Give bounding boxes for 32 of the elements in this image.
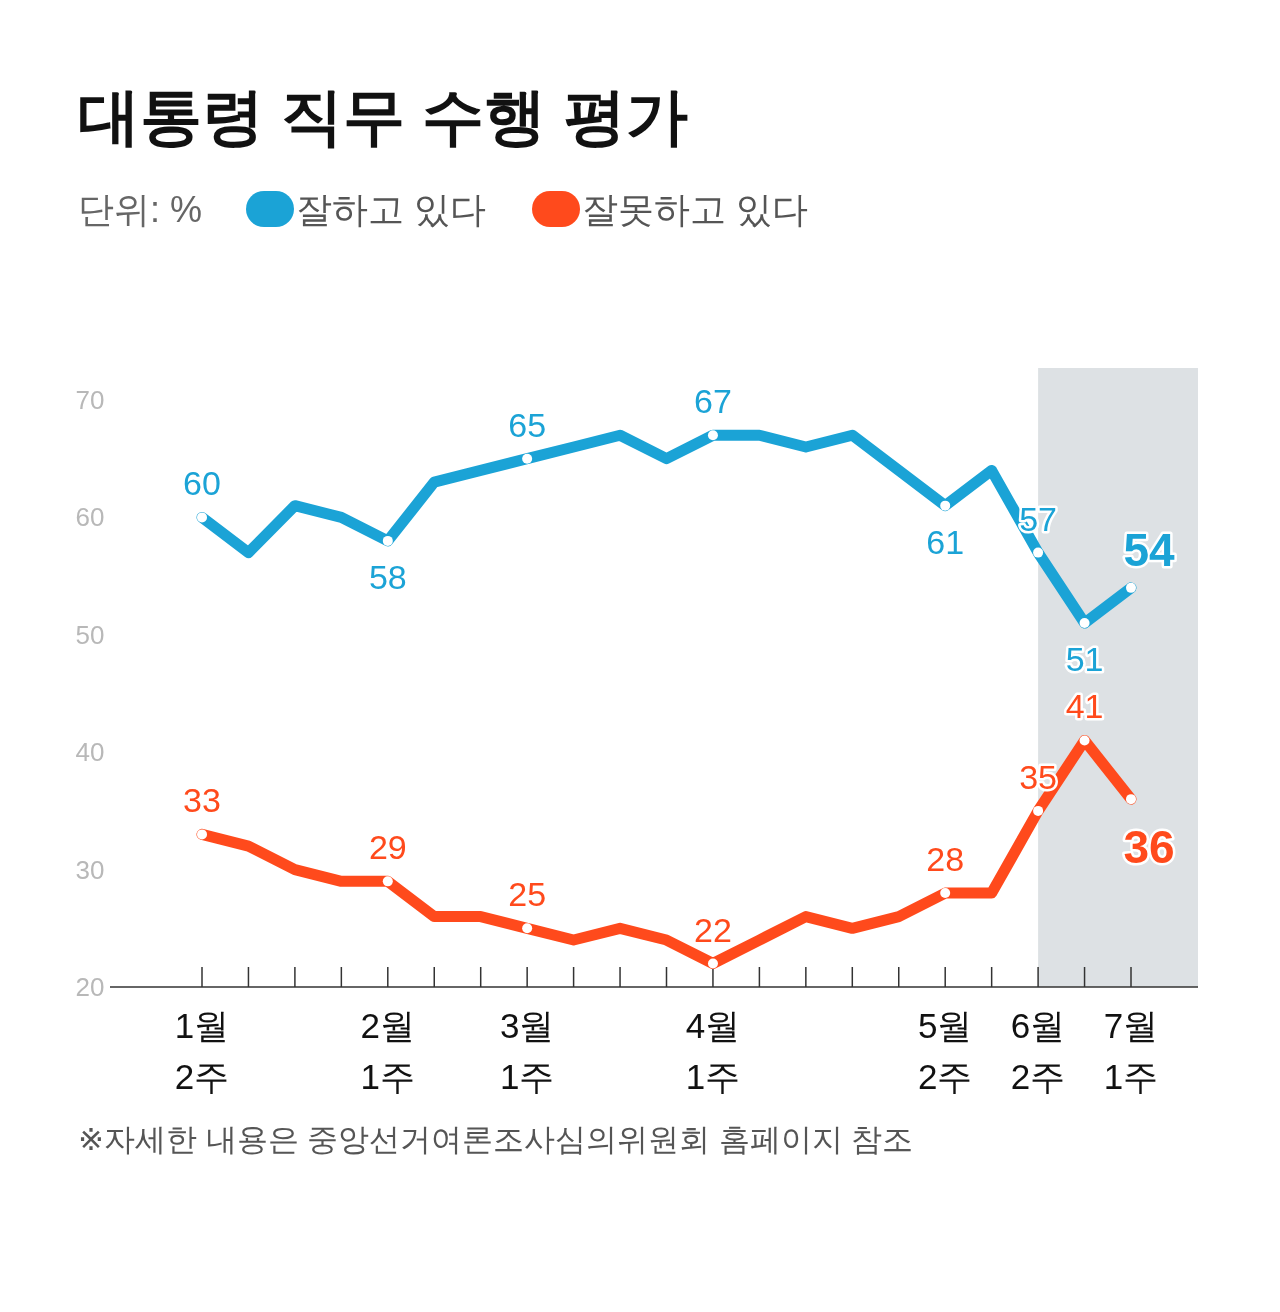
y-tick-label: 30 — [75, 854, 105, 885]
data-label: 54 — [1123, 523, 1175, 576]
data-label: 51 — [1065, 640, 1104, 679]
data-label: 41 — [1065, 687, 1104, 726]
data-label: 33 — [183, 781, 221, 820]
chart-title: 대통령 직무 수행 평가 — [78, 82, 688, 151]
data-label: 36 — [1123, 821, 1175, 874]
data-label: 65 — [508, 405, 547, 444]
y-tick-label: 60 — [75, 502, 105, 533]
legend-label: 잘하고 있다 — [296, 189, 487, 230]
data-label: 28 — [926, 840, 965, 879]
text: ※자세한 내용은 중앙선거여론조사심의위원회 홈페이지 참조 — [78, 1122, 914, 1157]
data-label: 22 — [694, 910, 732, 949]
y-tick-label: 70 — [75, 385, 105, 415]
data-label: 61 — [926, 522, 965, 561]
x-tick-label: 5월 2주 — [917, 1006, 973, 1096]
x-tick-label: 6월 2주 — [1010, 1006, 1066, 1096]
x-tick-label: 3월 1주 — [499, 1006, 555, 1096]
data-label: 67 — [694, 382, 732, 421]
y-axis-title: 단위: % — [78, 189, 203, 230]
data-label: 58 — [368, 557, 407, 596]
x-tick-label: 7월 1주 — [1103, 1006, 1159, 1096]
data-label: 29 — [368, 828, 407, 867]
y-tick-label: 50 — [75, 619, 105, 650]
legend-label: 잘못하고 있다 — [582, 189, 809, 230]
data-label: 25 — [508, 875, 547, 914]
y-tick-label: 20 — [75, 972, 105, 1002]
x-tick-label: 1월 2주 — [174, 1006, 230, 1096]
x-tick-label: 2월 1주 — [360, 1006, 416, 1096]
data-label: 60 — [183, 464, 221, 503]
y-tick-label: 40 — [75, 737, 105, 768]
x-tick-label: 4월 1주 — [685, 1006, 741, 1096]
